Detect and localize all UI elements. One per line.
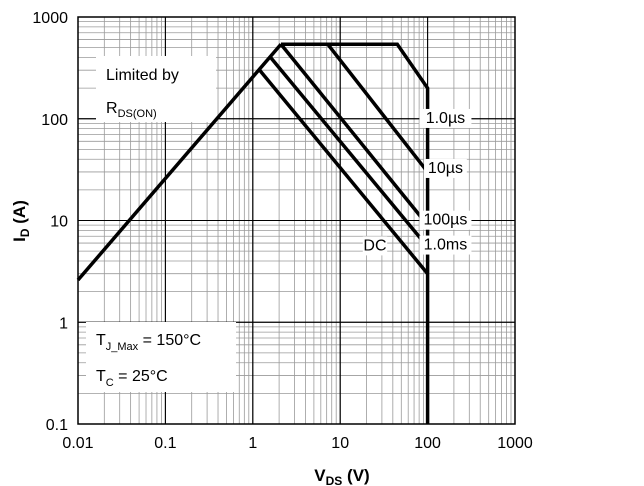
- rds-on-label: RDS(ON): [106, 100, 157, 120]
- x-tick-label: 100: [414, 435, 441, 452]
- x-axis-unit: (V): [342, 466, 369, 485]
- series-label-bg: [419, 235, 472, 255]
- x-axis-sub: DS: [326, 474, 343, 486]
- tj-main: T: [96, 332, 106, 349]
- rds-on-sub: DS(ON): [118, 108, 157, 120]
- tj-value: = 150°C: [138, 332, 201, 349]
- y-tick-label: 10: [50, 214, 68, 231]
- series-layer: [76, 42, 430, 424]
- rds-on-main: R: [106, 100, 118, 117]
- series-dc: [258, 69, 429, 275]
- x-tick-label: 0.1: [154, 435, 176, 452]
- tc-main: T: [96, 368, 106, 385]
- series-10-s: [326, 43, 429, 174]
- y-tick-label: 100: [41, 112, 68, 129]
- x-tick-labels: 0.01 0.1 1 10 100 1000: [62, 435, 532, 452]
- series-label: 1.0ms: [424, 237, 468, 254]
- series-1-0ms: [269, 56, 429, 249]
- limited-by-box: [96, 56, 216, 122]
- y-tick-label: 0.1: [46, 417, 68, 434]
- y-axis-sub: D: [18, 228, 32, 237]
- series-label-bg: [424, 158, 467, 178]
- x-axis-main: V: [314, 466, 326, 485]
- tc-value: = 25°C: [114, 368, 168, 385]
- y-tick-label: 1: [59, 315, 68, 332]
- limited-by-label: Limited by: [106, 67, 179, 84]
- x-tick-label: 1: [248, 435, 257, 452]
- series-rds-on-limit: [76, 43, 283, 282]
- series-label: 100µs: [423, 212, 467, 229]
- series-label: DC: [363, 237, 386, 254]
- y-axis-main: I: [10, 237, 29, 242]
- series-label-bg: [419, 210, 472, 230]
- series-label-bg: [419, 108, 472, 128]
- series-100-s: [279, 43, 429, 227]
- series-label-bg: [362, 236, 388, 256]
- x-axis-title: VDS (V): [314, 466, 369, 486]
- tc-sub: C: [106, 377, 114, 389]
- series-label: 10µs: [428, 160, 463, 177]
- x-tick-label: 0.01: [62, 435, 93, 452]
- series-label: 1.0µs: [426, 110, 465, 127]
- x-tick-label: 10: [331, 435, 349, 452]
- tc-label: TC = 25°C: [96, 368, 168, 389]
- y-axis-unit: (A): [10, 200, 29, 228]
- y-tick-label: 1000: [32, 10, 68, 27]
- temperature-box: [86, 322, 236, 392]
- y-axis-title: ID (A): [10, 200, 32, 242]
- plot-frame: [77, 16, 516, 425]
- x-tick-label: 1000: [497, 435, 533, 452]
- tj-max-label: TJ_Max = 150°C: [96, 332, 201, 353]
- tj-sub: J_Max: [106, 341, 139, 353]
- series-1-0-s: [280, 42, 430, 424]
- y-tick-labels: 0.1 1 10 100 1000: [32, 10, 68, 434]
- series-labels: 1.0µs 10µs 100µs 1.0ms DC: [362, 108, 472, 256]
